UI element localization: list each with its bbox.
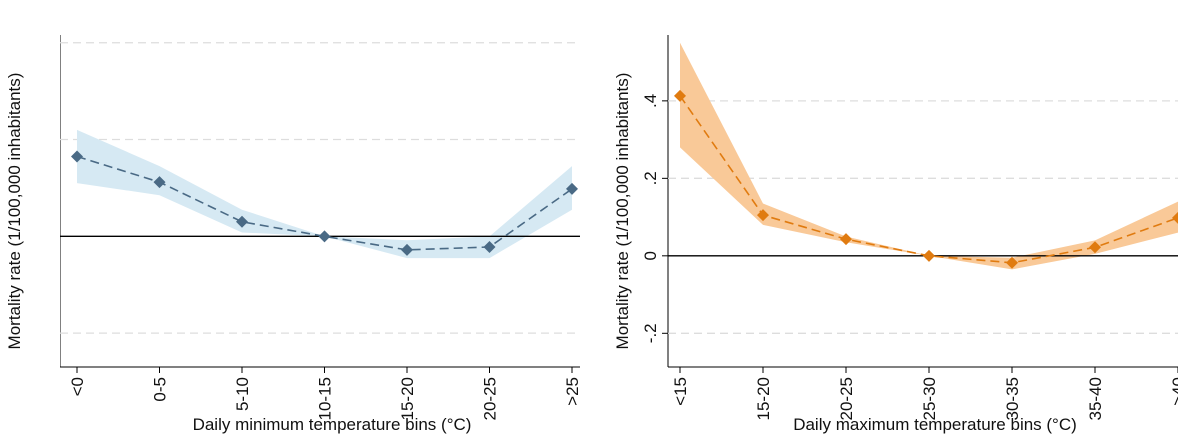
panel: -.2 0 .2 .4 <15 15-20 20-25 25-30 30-35 35-40 >40 D… bbox=[641, 35, 1178, 434]
x-tick-label: 20-25 bbox=[481, 377, 500, 420]
panel: -.2 0 .2 .4 <0 0-5 5-10 10-15 15-20 20-25 >25 Daily… bbox=[33, 35, 582, 434]
x-tick-label: <15 bbox=[671, 377, 690, 406]
y-tick-label: .4 bbox=[641, 94, 660, 108]
x-tick-label: 15-20 bbox=[398, 377, 417, 420]
x-tick-label: 20-25 bbox=[837, 377, 856, 420]
marker bbox=[153, 176, 166, 189]
marker bbox=[1089, 241, 1101, 254]
marker bbox=[674, 89, 686, 102]
x-axis-label: Daily maximum temperature bins (°C) bbox=[793, 415, 1077, 434]
marker bbox=[236, 215, 248, 228]
y-tick-label: -.2 bbox=[641, 323, 660, 343]
y-axis-label: Mortality rate (1/100,000 inhabitants) bbox=[5, 73, 24, 350]
x-axis-label: Daily minimum temperature bins (°C) bbox=[193, 415, 472, 434]
x-tick-label: 15-20 bbox=[754, 377, 773, 420]
y-tick-label: .4 bbox=[33, 36, 52, 50]
y-tick-label: 0 bbox=[33, 232, 52, 241]
marker bbox=[757, 209, 769, 222]
marker bbox=[1172, 211, 1178, 224]
x-tick-label: 30-35 bbox=[1003, 377, 1022, 420]
marker bbox=[483, 240, 496, 253]
x-tick-label: >25 bbox=[563, 377, 582, 406]
x-tick-label: 5-10 bbox=[233, 377, 252, 411]
ci-band bbox=[680, 42, 1178, 270]
y-tick-label: 0 bbox=[641, 251, 660, 260]
x-tick-label: 0-5 bbox=[151, 377, 170, 402]
y-tick-label: .2 bbox=[641, 171, 660, 185]
marker bbox=[401, 243, 413, 256]
marker bbox=[1006, 256, 1018, 269]
marker bbox=[71, 150, 83, 163]
x-tick-label: 25-30 bbox=[920, 377, 939, 420]
marker bbox=[923, 249, 935, 262]
x-tick-label: 10-15 bbox=[316, 377, 335, 420]
y-tick-label: .2 bbox=[33, 132, 52, 146]
x-tick-label: 35-40 bbox=[1086, 377, 1105, 420]
x-tick-label: <0 bbox=[68, 377, 87, 396]
marker bbox=[840, 233, 852, 246]
y-tick-label: -.2 bbox=[33, 323, 52, 343]
y-axis-label: Mortality rate (1/100,000 inhabitants) bbox=[613, 73, 632, 350]
marker bbox=[318, 230, 331, 243]
marker bbox=[566, 182, 578, 195]
x-tick-label: >40 bbox=[1169, 377, 1178, 406]
ci-band bbox=[77, 129, 572, 259]
